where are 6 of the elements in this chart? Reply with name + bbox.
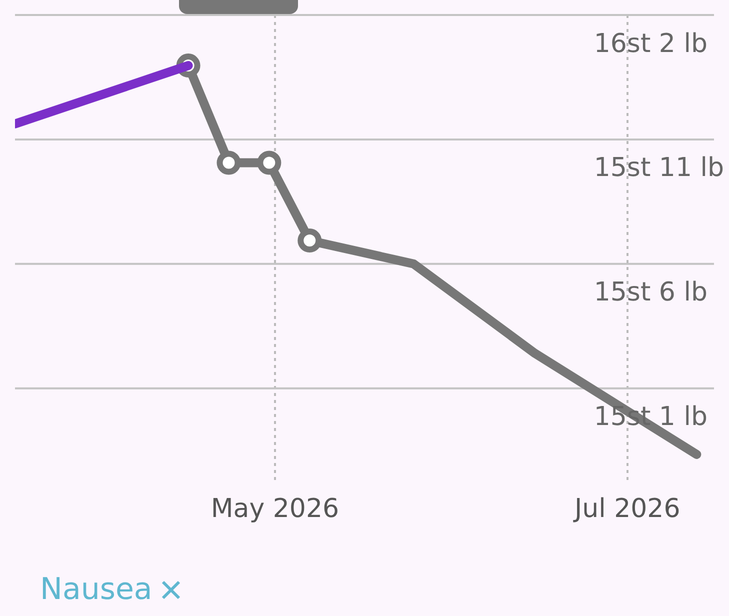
- x-tick-label: May 2026: [210, 494, 340, 524]
- text: Nausea: [40, 572, 152, 607]
- ref-line-label: 16st 2 lb: [594, 28, 708, 59]
- ref-line-label: 15st 11 lb: [594, 153, 724, 184]
- ref-line-label: 15st 6 lb: [594, 278, 708, 308]
- x-tick-label: Jul 2026: [572, 494, 680, 524]
